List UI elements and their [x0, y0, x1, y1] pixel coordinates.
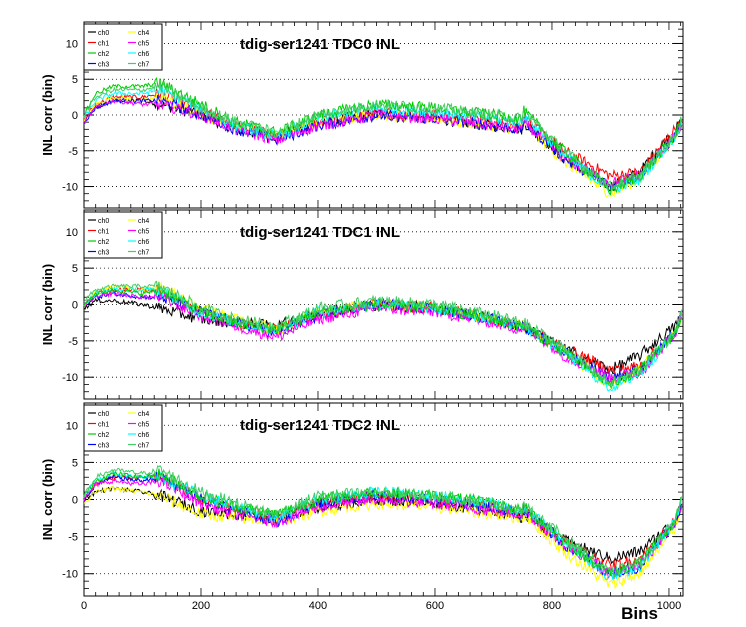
series-line-ch6: [83, 85, 683, 196]
legend-label-ch0: ch0: [98, 30, 109, 37]
y-tick-label: 10: [66, 420, 78, 432]
legend-label-ch2: ch2: [98, 432, 109, 439]
y-axis-label: INL corr (bin): [40, 74, 55, 155]
y-tick-label: 10: [66, 227, 78, 239]
legend-label-ch2: ch2: [98, 51, 109, 58]
panel-0: 10 5 0 -5 -10 tdig-ser1241 TDC0 INL INL corr (…: [40, 21, 684, 209]
panel-title: tdig-ser1241 TDC0 INL: [240, 36, 400, 53]
legend-label-ch2: ch2: [98, 239, 109, 246]
legend-label-ch6: ch6: [138, 51, 149, 58]
x-tick-label: 600: [426, 600, 444, 612]
legend-label-ch7: ch7: [138, 250, 149, 257]
x-axis-label: Bins: [621, 604, 658, 622]
y-tick-label: -10: [62, 182, 78, 194]
y-tick-label: 0: [72, 495, 78, 507]
legend: ch0 ch1 ch2 ch3 ch4 ch5 ch6 ch7: [83, 211, 163, 259]
legend-frame: [83, 404, 163, 452]
panel-2: 10 5 0 -5 -10 tdig-ser1241 TDC2 INL INL corr (…: [40, 402, 684, 597]
x-tick-label: 1000: [657, 600, 681, 612]
y-tick-label: -5: [68, 532, 78, 544]
y-tick-label: -10: [62, 569, 78, 581]
legend-label-ch7: ch7: [138, 62, 149, 69]
x-tick-label: 400: [309, 600, 327, 612]
panel-title: tdig-ser1241 TDC2 INL: [240, 417, 400, 434]
y-tick-label: 5: [72, 457, 78, 469]
legend-label-ch0: ch0: [98, 218, 109, 225]
y-axis-label: INL corr (bin): [40, 459, 55, 540]
y-axis-label: INL corr (bin): [40, 264, 55, 345]
series-line-ch7: [83, 280, 683, 389]
legend-label-ch3: ch3: [98, 62, 109, 69]
y-tick-label: -10: [62, 372, 78, 384]
x-tick-label: 800: [543, 600, 561, 612]
legend-label-ch5: ch5: [138, 422, 149, 429]
series-line-ch2: [83, 468, 683, 578]
legend-label-ch6: ch6: [138, 239, 149, 246]
x-tick-label: 0: [81, 600, 87, 612]
y-tick-label: 0: [72, 110, 78, 122]
x-tick-label: 200: [192, 600, 210, 612]
legend-label-ch7: ch7: [138, 443, 149, 450]
legend-label-ch1: ch1: [98, 229, 109, 236]
series-line-ch3: [83, 94, 683, 191]
legend: ch0 ch1 ch2 ch3 ch4 ch5 ch6 ch7: [83, 404, 163, 452]
y-tick-label: -5: [68, 336, 78, 348]
y-tick-label: -5: [68, 146, 78, 158]
legend-label-ch1: ch1: [98, 422, 109, 429]
y-tick-label: 0: [72, 300, 78, 312]
y-tick-label: 5: [72, 74, 78, 86]
legend-label-ch5: ch5: [138, 229, 149, 236]
legend-frame: [83, 211, 163, 259]
legend-label-ch4: ch4: [138, 30, 149, 37]
legend-label-ch0: ch0: [98, 411, 109, 418]
series-line-ch7: [83, 80, 683, 190]
legend-frame: [83, 23, 163, 71]
y-tick-label: 5: [72, 263, 78, 275]
legend-label-ch3: ch3: [98, 443, 109, 450]
legend-label-ch1: ch1: [98, 41, 109, 48]
series-line-ch7: [83, 464, 683, 578]
legend-label-ch5: ch5: [138, 41, 149, 48]
legend-label-ch3: ch3: [98, 250, 109, 257]
legend-label-ch6: ch6: [138, 432, 149, 439]
legend-label-ch4: ch4: [138, 411, 149, 418]
panel-1: 10 5 0 -5 -10 tdig-ser1241 TDC1 INL INL corr (…: [40, 209, 684, 400]
panel-title: tdig-ser1241 TDC1 INL: [240, 224, 400, 241]
y-tick-label: 10: [66, 38, 78, 50]
legend: ch0 ch1 ch2 ch3 ch4 ch5 ch6 ch7: [83, 23, 163, 71]
legend-label-ch4: ch4: [138, 218, 149, 225]
